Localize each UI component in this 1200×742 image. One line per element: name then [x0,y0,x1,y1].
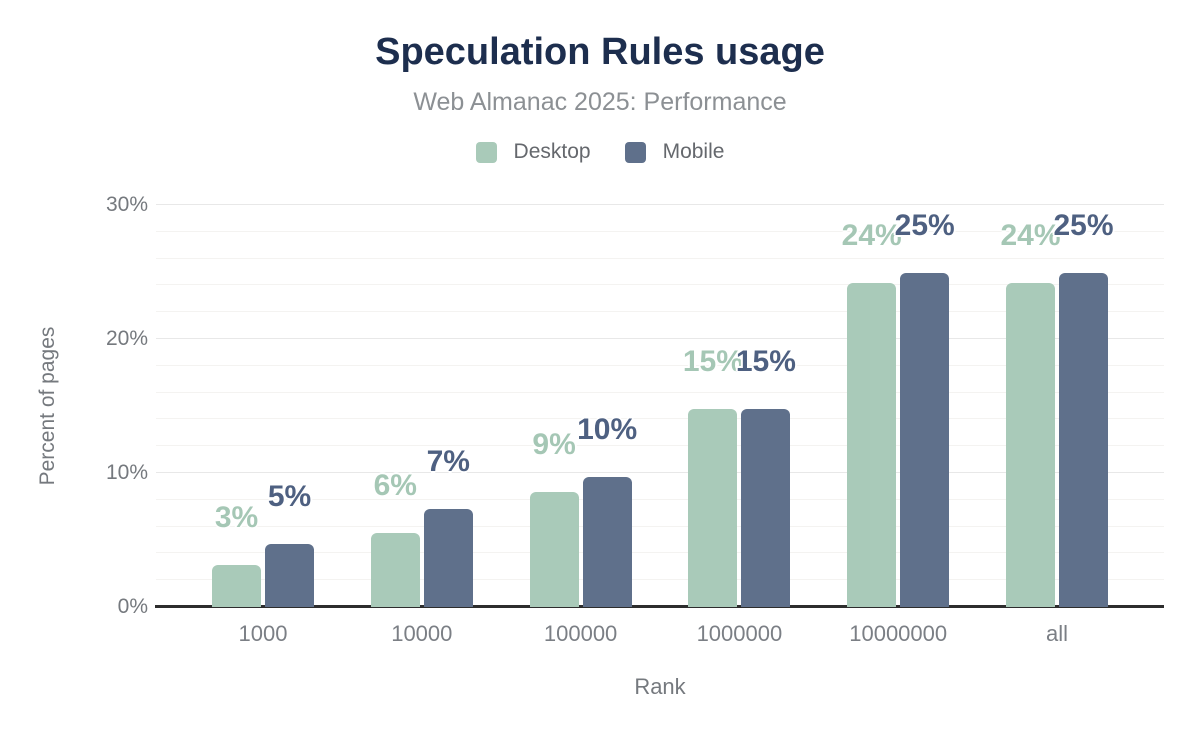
chart-title: Speculation Rules usage [375,31,825,73]
desktop-value-label: 24% [841,218,902,252]
legend-swatch-icon [475,141,497,163]
minor-gridline [156,579,1164,581]
minor-gridline [156,257,1164,259]
bar-group-10000: 6% 7% 10000 [370,205,473,646]
mobile-value-label: 10% [577,413,638,447]
x-axis-title: Rank [634,674,686,699]
legend-swatch-icon [624,141,646,163]
x-axis-line [155,605,1164,608]
x-tick-label: 10000000 [849,621,948,646]
desktop-bar[interactable]: 15% [683,345,743,607]
bar-group-10000000: 24% 25% 10000000 [842,205,955,646]
mobile-bar[interactable]: 25% [895,209,955,607]
desktop-bar[interactable]: 24% [1000,219,1061,607]
bar-group-1000: 3% 5% 1000 [212,205,314,646]
minor-gridline [156,445,1164,447]
desktop-value-label: 9% [532,427,576,461]
chart-subtitle: Web Almanac 2025: Performance [413,88,787,116]
minor-gridline [156,498,1164,500]
major-gridline [156,472,1164,473]
bar-group-100000: 9% 10% 100000 [529,205,637,646]
mobile-bar[interactable]: 5% [265,480,314,607]
bar-group-all: 24% 25% all [1000,205,1114,646]
legend-label: Mobile [662,140,725,163]
y-tick-label: 0% [117,595,148,618]
major-gridline [156,204,1164,205]
desktop-bar[interactable]: 24% [842,219,902,607]
x-tick-label: 100000 [543,621,618,646]
minor-gridline [156,311,1164,313]
legend-item-desktop[interactable]: Desktop [475,140,591,164]
mobile-value-label: 5% [267,480,312,514]
y-tick-label: 20% [105,327,148,350]
minor-gridline [156,391,1164,393]
mobile-bar[interactable]: 7% [423,445,473,607]
x-tick-label: 1000000 [696,621,783,646]
minor-gridline [156,364,1164,366]
x-tick-label: all [1045,621,1069,646]
desktop-bar[interactable]: 3% [212,501,261,607]
mobile-bar[interactable]: 25% [1053,209,1114,607]
x-tick-label: 10000 [391,621,453,646]
mobile-bar[interactable]: 10% [577,413,637,607]
mobile-value-label: 25% [894,209,955,243]
legend-item-mobile[interactable]: Mobile [624,140,725,164]
minor-gridline [156,284,1164,286]
desktop-value-label: 3% [214,501,259,535]
desktop-value-label: 15% [682,344,743,378]
mobile-bar[interactable]: 15% [736,345,796,607]
legend: Desktop Mobile [0,140,1200,164]
x-tick-label: 1000 [238,621,288,646]
desktop-value-label: 6% [373,469,417,503]
mobile-value-label: 7% [426,445,470,479]
y-axis-ticks: 0% 10% 20% 30% [0,193,148,618]
y-tick-label: 10% [105,461,148,484]
minor-gridline [156,230,1164,232]
minor-gridline [156,525,1164,527]
desktop-value-label: 24% [1000,218,1061,252]
plot-area: 3% 5% 1000 6% 7% 10000 9% 10% 100000 15% 15% 100000… [155,204,1164,646]
desktop-bar[interactable]: 6% [370,469,420,607]
mobile-value-label: 25% [1053,209,1114,243]
desktop-bar[interactable]: 9% [529,428,579,607]
mobile-value-label: 15% [735,344,796,378]
minor-gridline [156,552,1164,554]
legend-label: Desktop [513,140,591,163]
minor-gridline [156,418,1164,420]
bar-group-1000000: 15% 15% 1000000 [683,205,796,646]
y-tick-label: 30% [105,193,148,216]
major-gridline [156,338,1164,339]
